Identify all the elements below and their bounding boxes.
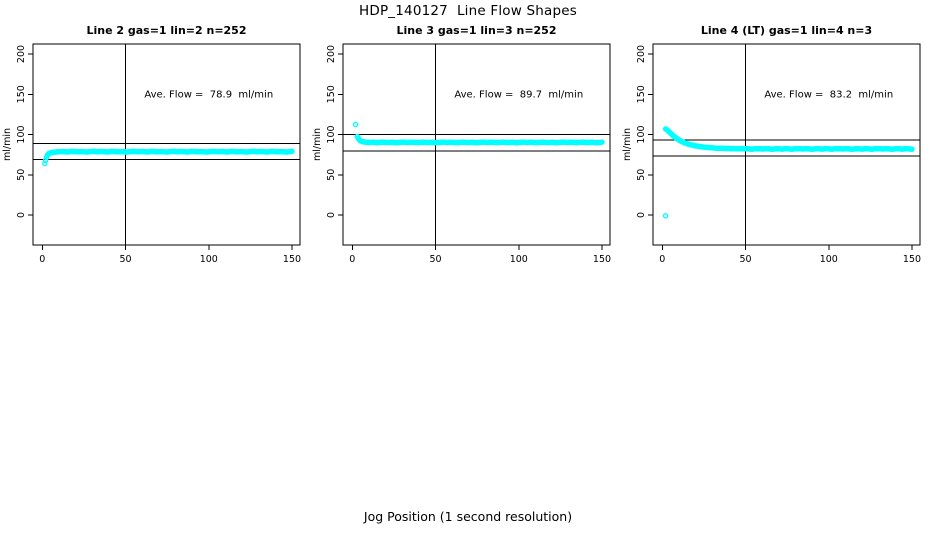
y-tick-label: 100 <box>636 125 647 143</box>
x-tick-label: 150 <box>903 254 921 265</box>
plot-box <box>652 43 921 246</box>
panel-title: Line 2 gas=1 lin=2 n=252 <box>86 24 246 37</box>
x-tick-label: 150 <box>593 254 611 265</box>
panel-line3-plot: 0 50 100 150 0 50 100 150 200 Line 3 gas=1 lin=3 … <box>312 24 611 265</box>
ave-flow-annotation: Ave. Flow = 78.9 ml/min <box>144 89 273 100</box>
x-tick-label: 100 <box>820 254 838 265</box>
y-tick-label: 0 <box>16 212 27 218</box>
x-tick-label: 0 <box>39 254 45 265</box>
x-tick-label: 150 <box>283 254 301 265</box>
panel-title: Line 4 (LT) gas=1 lin=4 n=3 <box>701 24 872 37</box>
x-tick-label: 100 <box>200 254 218 265</box>
ave-flow-annotation: Ave. Flow = 83.2 ml/min <box>764 89 893 100</box>
y-tick-label: 200 <box>326 45 337 63</box>
y-tick-label: 150 <box>636 85 647 103</box>
ave-flow-annotation: Ave. Flow = 89.7 ml/min <box>454 89 583 100</box>
y-tick-label: 200 <box>636 45 647 63</box>
data-point <box>909 146 915 152</box>
y-axis-label: ml/min <box>622 128 633 161</box>
x-tick-label: 50 <box>739 254 751 265</box>
data-points <box>42 148 295 167</box>
panel-line4: 0 50 100 150 0 50 100 150 200 Line 4 (LT) gas=1 l… <box>620 20 930 275</box>
y-tick-label: 50 <box>16 169 27 181</box>
panel-line2: 0 50 100 150 0 50 100 150 200 Line 2 gas=1 lin=2 … <box>0 20 310 275</box>
y-tick-label: 50 <box>326 169 337 181</box>
panel-line4-plot: 0 50 100 150 0 50 100 150 200 Line 4 (LT) gas=1 l… <box>622 24 921 265</box>
x-tick-label: 100 <box>510 254 528 265</box>
y-axis-label: ml/min <box>312 128 323 161</box>
panel-line3: 0 50 100 150 0 50 100 150 200 Line 3 gas=1 lin=3 … <box>310 20 620 275</box>
y-tick-label: 100 <box>326 125 337 143</box>
y-tick-label: 50 <box>636 169 647 181</box>
y-tick-label: 0 <box>636 212 647 218</box>
data-points <box>662 126 915 219</box>
panel-title: Line 3 gas=1 lin=3 n=252 <box>396 24 556 37</box>
data-point <box>42 160 48 167</box>
chart-main-title: HDP_140127 Line Flow Shapes <box>359 3 577 19</box>
plot-box <box>32 43 301 246</box>
y-tick-label: 0 <box>326 212 337 218</box>
plot-box <box>342 43 611 246</box>
data-point <box>42 157 49 164</box>
panel-line2-plot: 0 50 100 150 0 50 100 150 200 Line 2 gas=1 lin=2 … <box>2 24 301 265</box>
data-point <box>599 139 605 145</box>
y-axis-label: ml/min <box>2 128 13 161</box>
panels-row: 0 50 100 150 0 50 100 150 200 Line 2 gas=1 lin=2 … <box>0 20 936 280</box>
data-point <box>352 121 359 128</box>
y-tick-label: 150 <box>16 85 27 103</box>
x-tick-label: 0 <box>659 254 665 265</box>
y-tick-label: 200 <box>16 45 27 63</box>
data-point <box>289 148 295 155</box>
data-points <box>352 121 605 146</box>
x-axis-label: Jog Position (1 second resolution) <box>363 509 573 524</box>
x-tick-label: 50 <box>119 254 131 265</box>
x-tick-label: 0 <box>349 254 355 265</box>
data-point <box>662 213 669 219</box>
y-tick-label: 100 <box>16 125 27 143</box>
y-tick-label: 150 <box>326 85 337 103</box>
x-tick-label: 50 <box>429 254 441 265</box>
